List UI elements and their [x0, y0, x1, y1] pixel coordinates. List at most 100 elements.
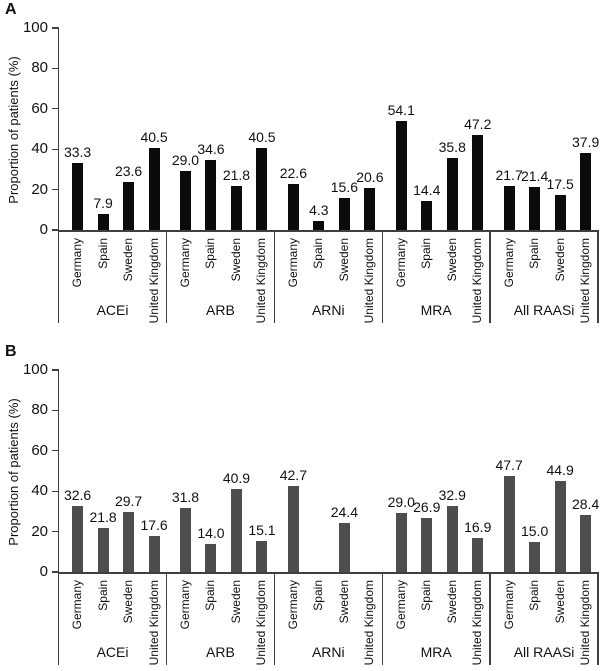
- panel-letter: B: [5, 343, 17, 360]
- bar-value-label: 23.6: [114, 163, 143, 180]
- y-tick: [51, 490, 59, 492]
- bar-value-label: 31.8: [171, 488, 200, 505]
- bar-value-label: 14.0: [197, 524, 225, 541]
- bar-value-label: 21.7: [495, 167, 523, 184]
- bar-value-label: 29.0: [387, 494, 415, 511]
- bar-value-label: 21.8: [89, 508, 117, 525]
- bar: [72, 162, 84, 230]
- bar: [446, 505, 458, 572]
- y-tick-label: 100: [22, 19, 48, 36]
- bar: [313, 221, 325, 230]
- bar: [529, 186, 541, 230]
- group-divider: [489, 572, 491, 665]
- bar: [230, 489, 242, 572]
- y-tick-label: 0: [39, 563, 48, 580]
- bar: [580, 153, 592, 230]
- bar-value-label: 21.8: [222, 166, 251, 183]
- drug-class-label: MRA: [420, 644, 452, 660]
- panel-letter: A: [5, 1, 17, 18]
- bar-value-label: 17.6: [140, 517, 168, 534]
- bar-value-label: 28.4: [571, 495, 600, 512]
- y-tick: [51, 67, 59, 69]
- bar: [472, 537, 484, 572]
- bar: [230, 185, 242, 230]
- bar-value-label: 15.6: [330, 179, 358, 196]
- group-divider: [57, 572, 60, 665]
- bar: [446, 157, 458, 230]
- y-tick: [51, 531, 59, 533]
- drug-class-label: All RAASi: [513, 644, 575, 660]
- bar: [580, 514, 592, 572]
- bar: [256, 148, 268, 230]
- group-divider: [381, 572, 383, 665]
- bar-value-label: 47.2: [464, 115, 492, 132]
- bar-value-label: 7.9: [93, 195, 113, 212]
- bar: [123, 512, 135, 572]
- bar: [179, 507, 191, 572]
- y-tick-label: 40: [31, 140, 48, 158]
- drug-class-label: ACEi: [96, 302, 129, 318]
- bar: [97, 214, 109, 230]
- y-tick: [51, 27, 59, 29]
- y-tick: [51, 148, 59, 150]
- bar: [123, 182, 135, 230]
- bar-value-label: 44.9: [546, 462, 574, 479]
- group-divider: [381, 230, 383, 323]
- bar: [421, 517, 433, 572]
- bar-value-label: 29.0: [171, 152, 200, 169]
- group-divider: [273, 230, 276, 323]
- drug-class-label: ARNi: [311, 302, 345, 318]
- bar-value-label: 4.3: [309, 202, 329, 219]
- y-tick: [51, 450, 59, 452]
- bar: [554, 194, 566, 230]
- bar: [503, 475, 515, 572]
- bar: [395, 513, 407, 572]
- bar-value-label: 32.6: [63, 487, 92, 504]
- bar: [287, 184, 299, 230]
- y-tick-label: 60: [31, 99, 48, 117]
- y-tick-label: 100: [22, 361, 48, 378]
- y-tick-label: 80: [31, 59, 48, 77]
- bar: [148, 536, 160, 572]
- bar: [287, 485, 299, 572]
- bar-value-label: 15.1: [248, 522, 276, 539]
- bar: [338, 522, 350, 572]
- panel-a: A Proportion of patients (%) 0 20 40 60 80 10…: [0, 0, 601, 335]
- drug-class-label: ARNi: [311, 644, 345, 660]
- bar-value-label: 21.4: [520, 167, 549, 184]
- bar: [148, 148, 160, 230]
- bar-value-label: 37.9: [571, 134, 600, 151]
- x-axis-line: [57, 572, 599, 574]
- group-divider: [165, 230, 168, 323]
- group-divider: [273, 572, 276, 665]
- bar: [421, 200, 433, 230]
- y-axis-line: [57, 28, 60, 232]
- drug-class-label: ARB: [206, 644, 235, 660]
- bar-value-label: 47.7: [495, 456, 523, 473]
- y-tick-label: 40: [31, 482, 48, 500]
- group-divider: [597, 572, 599, 665]
- bar: [97, 527, 109, 572]
- y-tick-label: 0: [39, 221, 48, 238]
- bar: [472, 134, 484, 230]
- bar-value-label: 40.5: [248, 129, 276, 146]
- bar-value-label: 29.7: [114, 493, 143, 509]
- plot-area: 0 20 40 60 80 100 Germany 32.6 Spain 21.8 Sweden 29…: [0, 342, 601, 671]
- bar-value-label: 35.8: [438, 138, 466, 155]
- bar: [529, 541, 541, 572]
- bar: [554, 481, 566, 572]
- bar: [205, 543, 217, 572]
- plot-area: 0 20 40 60 80 100 Germany 33.3 Spain 7.9 Sweden 23.…: [0, 0, 601, 335]
- bar-value-label: 16.9: [464, 518, 492, 535]
- y-tick: [51, 369, 59, 371]
- drug-class-label: ARB: [206, 302, 235, 318]
- bar-value-label: 15.0: [520, 522, 549, 539]
- bar-value-label: 17.5: [546, 175, 574, 192]
- bar-value-label: 34.6: [197, 141, 225, 158]
- bar-value-label: 26.9: [413, 498, 441, 515]
- group-divider: [57, 230, 60, 323]
- y-tick: [51, 108, 59, 110]
- bar-value-label: 54.1: [387, 101, 415, 118]
- panel-b: B Proportion of patients (%) 0 20 40 60 80 10…: [0, 342, 601, 671]
